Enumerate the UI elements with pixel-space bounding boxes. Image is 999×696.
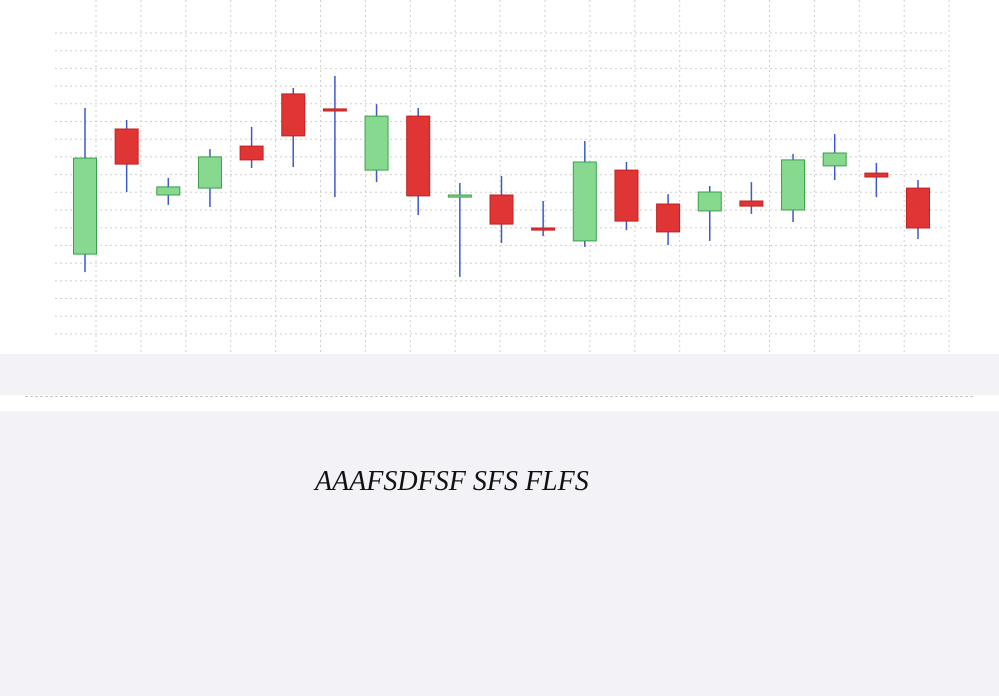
candle-body [697,191,722,212]
candle-body [197,156,222,189]
candle-body [364,115,389,171]
candle-body [114,128,139,165]
candle-body [739,200,764,207]
candle-body [406,115,431,197]
candle-body [531,227,556,231]
chart-background [0,0,999,354]
candle-body [73,157,97,255]
candle-body [864,172,889,178]
candle-body [447,194,472,198]
candle-body [281,93,306,137]
candle-body [656,203,681,233]
candle-body [156,186,181,196]
candle-body [489,194,514,225]
candle-body [906,187,930,229]
candle-body [822,152,847,167]
candle-body [572,161,597,242]
separator-line [25,396,973,397]
candle-body [781,159,806,211]
caption: AAAFSDFSF SFS FLFS [315,466,589,497]
candle-body [614,169,639,222]
grid [55,0,950,354]
separator-band [0,395,999,411]
chart [0,0,999,354]
candle-body [322,108,347,112]
candle-body [239,145,264,161]
